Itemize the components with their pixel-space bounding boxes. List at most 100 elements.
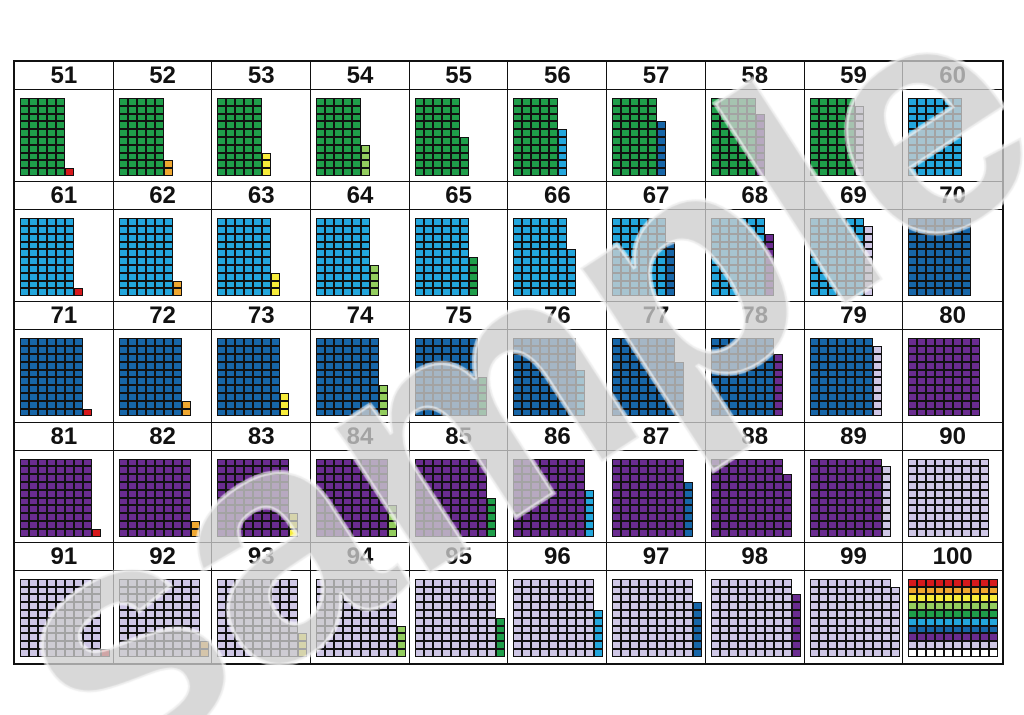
tens-square xyxy=(926,466,936,475)
ones-square xyxy=(74,288,83,297)
tens-square xyxy=(917,520,927,529)
tens-square xyxy=(612,648,622,657)
tens-square xyxy=(621,257,631,265)
number-label: 81 xyxy=(15,423,113,451)
tens-square xyxy=(172,481,182,490)
tens-square xyxy=(773,578,783,587)
tens-square xyxy=(468,346,478,354)
tens-square xyxy=(809,578,819,587)
tens-square xyxy=(522,280,532,289)
tens-square xyxy=(450,121,460,130)
tens-square xyxy=(127,602,137,610)
hundred-square xyxy=(944,641,954,649)
tens-square xyxy=(343,137,353,145)
tens-square xyxy=(531,280,541,289)
tens-square xyxy=(737,408,747,417)
tens-square xyxy=(163,625,173,634)
tens-square xyxy=(926,408,936,417)
tens-square xyxy=(38,257,47,265)
tens-square xyxy=(47,105,56,114)
tens-square xyxy=(136,98,146,106)
tens-square xyxy=(253,641,263,649)
hundred-square xyxy=(944,594,954,603)
hundred-square xyxy=(971,609,981,618)
tens-square xyxy=(531,264,541,273)
tens-square xyxy=(29,602,38,610)
tens-square xyxy=(962,408,972,417)
tens-square xyxy=(935,288,945,297)
tens-square xyxy=(450,288,460,297)
tens-square xyxy=(334,257,344,265)
tens-square xyxy=(118,520,128,529)
tens-square xyxy=(827,369,837,378)
tens-square xyxy=(145,641,155,649)
tens-square xyxy=(836,264,846,273)
tens-square xyxy=(540,513,550,521)
tens-square xyxy=(522,98,532,106)
tens-square xyxy=(244,369,254,378)
tens-square xyxy=(262,466,272,475)
tens-square xyxy=(666,408,676,417)
base-ten-blocks xyxy=(710,98,803,178)
tens-square xyxy=(845,353,855,362)
tens-square xyxy=(145,361,155,370)
tens-square xyxy=(657,361,667,370)
tens-square xyxy=(441,594,451,603)
tens-square xyxy=(361,218,371,226)
tens-square xyxy=(917,272,927,281)
ones-square xyxy=(684,497,694,506)
tens-square xyxy=(513,625,523,634)
tens-square xyxy=(540,272,550,281)
tens-square xyxy=(334,369,344,378)
tens-square xyxy=(432,280,442,289)
tens-square xyxy=(154,481,164,490)
tens-square xyxy=(648,353,658,362)
tens-square xyxy=(253,481,263,490)
ones-square xyxy=(181,408,191,417)
tens-square xyxy=(477,641,487,649)
tens-square xyxy=(746,489,756,498)
tens-square xyxy=(953,168,963,176)
tens-square xyxy=(379,513,389,521)
tens-square xyxy=(20,121,29,130)
number-cell: 93 xyxy=(212,542,312,663)
ones-square xyxy=(863,288,873,297)
tens-square xyxy=(980,474,990,482)
tens-square xyxy=(710,105,720,114)
tens-square xyxy=(244,225,254,234)
tens-square xyxy=(127,233,137,242)
tens-square xyxy=(47,129,56,137)
tens-square xyxy=(145,144,155,153)
tens-square xyxy=(217,353,227,362)
base-ten-blocks xyxy=(217,458,309,539)
tens-square xyxy=(127,392,137,401)
tens-square xyxy=(827,241,837,250)
tens-square xyxy=(172,633,182,642)
hundred-square xyxy=(917,602,927,610)
ones-square xyxy=(657,121,667,130)
tens-square xyxy=(675,489,685,498)
tens-square xyxy=(935,520,945,529)
tens-square xyxy=(639,98,649,106)
tens-square xyxy=(576,602,586,610)
ones-square xyxy=(468,257,478,265)
tens-square xyxy=(845,369,855,378)
tens-square xyxy=(639,361,649,370)
tens-square xyxy=(728,257,738,265)
tens-square xyxy=(74,625,83,634)
tens-square xyxy=(486,617,496,626)
tens-square xyxy=(20,272,29,281)
tens-square xyxy=(540,264,550,273)
tens-square xyxy=(710,280,720,289)
tens-square xyxy=(217,400,227,409)
tens-square xyxy=(576,578,586,587)
tens-square xyxy=(522,520,532,529)
tens-square xyxy=(675,466,685,475)
tens-square xyxy=(809,528,819,537)
tens-square xyxy=(65,361,74,370)
hundred-square xyxy=(917,625,927,634)
tens-square xyxy=(818,218,828,226)
tens-square xyxy=(361,361,371,370)
tens-square xyxy=(513,144,523,153)
tens-square xyxy=(163,602,173,610)
